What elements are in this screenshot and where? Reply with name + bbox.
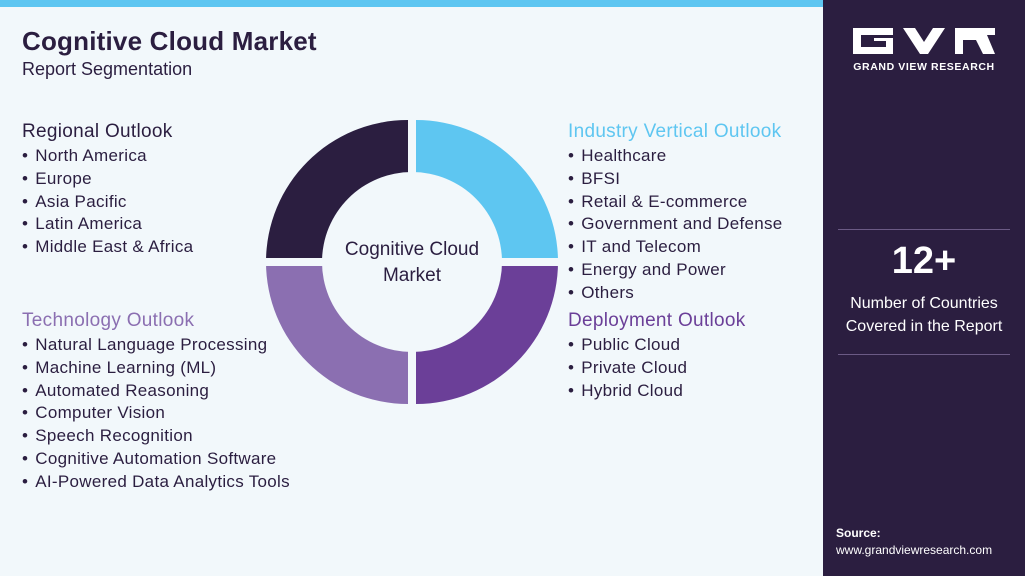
donut-segment-technology bbox=[266, 262, 408, 404]
list-item: Automated Reasoning bbox=[22, 380, 290, 403]
donut-center-label: Cognitive Cloud Market bbox=[320, 237, 504, 289]
list-item: IT and Telecom bbox=[568, 236, 783, 259]
donut-segment-industry bbox=[416, 120, 558, 262]
brand-name: GRAND VIEW RESEARCH bbox=[853, 61, 995, 73]
list-item: Retail & E-commerce bbox=[568, 191, 783, 214]
regional-outlook-title: Regional Outlook bbox=[22, 121, 173, 142]
technology-outlook-section: Technology Outlook Natural Language Proc… bbox=[22, 310, 290, 494]
segmentation-donut bbox=[262, 112, 562, 412]
list-item: Energy and Power bbox=[568, 259, 783, 282]
regional-outlook-section: Regional Outlook North America Europe As… bbox=[22, 121, 193, 259]
list-item: Hybrid Cloud bbox=[568, 380, 746, 403]
industry-vertical-outlook-section: Industry Vertical Outlook Healthcare BFS… bbox=[568, 121, 783, 305]
technology-outlook-title: Technology Outlook bbox=[22, 310, 195, 331]
list-item: Natural Language Processing bbox=[22, 334, 290, 357]
deployment-outlook-list: Public Cloud Private Cloud Hybrid Cloud bbox=[568, 334, 746, 402]
top-accent-bar bbox=[0, 0, 823, 7]
countries-stat-label: Number of Countries Covered in the Repor… bbox=[823, 292, 1025, 338]
list-item: North America bbox=[22, 145, 193, 168]
grand-view-research-logo-icon bbox=[853, 28, 995, 54]
list-item: Government and Defense bbox=[568, 213, 783, 236]
center-label-line-2: Market bbox=[382, 265, 442, 286]
list-item: AI-Powered Data Analytics Tools bbox=[22, 471, 290, 494]
stat-label-line-1: Number of Countries bbox=[850, 295, 998, 312]
regional-outlook-list: North America Europe Asia Pacific Latin … bbox=[22, 145, 193, 259]
list-item: Speech Recognition bbox=[22, 425, 290, 448]
stat-label-line-2: Covered in the Report bbox=[845, 318, 1003, 335]
donut-hole bbox=[322, 172, 502, 352]
list-item: Machine Learning (ML) bbox=[22, 357, 290, 380]
list-item: Latin America bbox=[22, 213, 193, 236]
page-subtitle: Report Segmentation bbox=[22, 59, 193, 79]
industry-vertical-outlook-list: Healthcare BFSI Retail & E-commerce Gove… bbox=[568, 145, 783, 305]
divider bbox=[838, 354, 1010, 355]
technology-outlook-list: Natural Language Processing Machine Lear… bbox=[22, 334, 290, 494]
page-title: Cognitive Cloud Market bbox=[22, 26, 317, 56]
deployment-outlook-title: Deployment Outlook bbox=[568, 310, 746, 331]
list-item: BFSI bbox=[568, 168, 783, 191]
donut-segment-deployment bbox=[416, 262, 558, 404]
deployment-outlook-section: Deployment Outlook Public Cloud Private … bbox=[568, 310, 746, 402]
list-item: Public Cloud bbox=[568, 334, 746, 357]
industry-vertical-outlook-title: Industry Vertical Outlook bbox=[568, 121, 782, 142]
brand-sidebar bbox=[823, 0, 1025, 576]
source-label: Source: bbox=[836, 526, 881, 540]
donut-segment-regional bbox=[266, 120, 408, 262]
list-item: Others bbox=[568, 282, 783, 305]
list-item: Middle East & Africa bbox=[22, 236, 193, 259]
divider bbox=[838, 229, 1010, 230]
source-url-link[interactable]: www.grandviewresearch.com bbox=[836, 543, 993, 557]
list-item: Private Cloud bbox=[568, 357, 746, 380]
list-item: Healthcare bbox=[568, 145, 783, 168]
list-item: Asia Pacific bbox=[22, 191, 193, 214]
center-label-line-1: Cognitive Cloud bbox=[344, 239, 480, 260]
countries-stat-value: 12+ bbox=[891, 240, 957, 282]
list-item: Europe bbox=[22, 168, 193, 191]
list-item: Computer Vision bbox=[22, 402, 290, 425]
list-item: Cognitive Automation Software bbox=[22, 448, 290, 471]
